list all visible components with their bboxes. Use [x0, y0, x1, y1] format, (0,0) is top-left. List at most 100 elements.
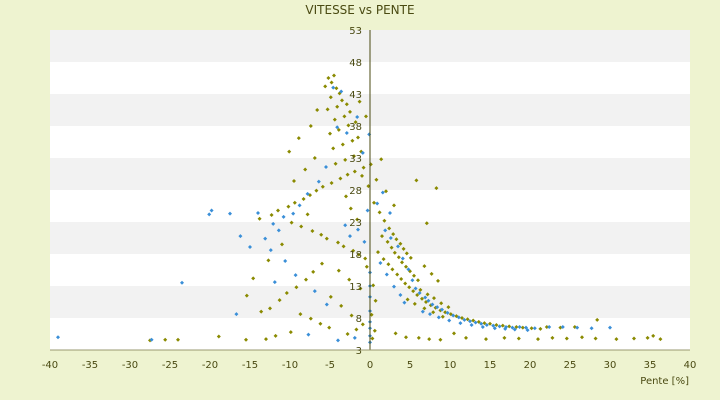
data-point [416, 335, 421, 340]
data-point [614, 337, 619, 342]
data-point [257, 216, 262, 221]
data-point [564, 336, 569, 341]
data-point [324, 236, 329, 241]
x-tick-label: -40 [42, 360, 58, 371]
data-point [560, 324, 565, 329]
data-points [56, 73, 663, 345]
data-point [436, 278, 440, 283]
data-point [440, 307, 444, 312]
data-point [269, 212, 274, 217]
data-point [263, 236, 268, 241]
data-point [272, 280, 277, 285]
data-point [387, 226, 392, 231]
data-point [356, 252, 361, 257]
data-point [316, 179, 321, 184]
data-point [328, 294, 333, 299]
x-tick-label: -20 [202, 360, 218, 371]
data-point [311, 269, 316, 274]
data-point [514, 324, 519, 329]
x-axis-label: Pente [%] [640, 376, 689, 387]
data-point [336, 338, 340, 343]
x-tick-label: 5 [407, 360, 413, 371]
data-point [580, 335, 584, 340]
data-point [320, 261, 324, 266]
data-point [312, 156, 317, 160]
data-point [482, 321, 487, 326]
data-point [431, 310, 436, 315]
y-tick-label: 53 [349, 26, 362, 37]
data-point [396, 255, 401, 260]
data-point [403, 281, 408, 286]
data-point [348, 206, 353, 211]
data-point [294, 285, 299, 290]
data-point [388, 236, 393, 240]
data-point [344, 194, 348, 199]
data-point [417, 291, 422, 296]
data-point [357, 99, 362, 104]
data-point [327, 325, 332, 330]
data-point [420, 309, 425, 314]
data-point [314, 188, 319, 193]
data-point [500, 323, 505, 328]
data-point [268, 306, 272, 311]
data-point [432, 296, 436, 301]
data-point [373, 298, 378, 303]
data-point [251, 276, 256, 281]
data-point [299, 224, 304, 229]
data-point [370, 336, 375, 341]
data-point [319, 232, 324, 237]
data-point [651, 333, 656, 338]
data-point [426, 298, 431, 303]
data-point [329, 80, 334, 85]
x-tick-label: -35 [82, 360, 98, 371]
data-point [248, 244, 252, 249]
data-point [376, 250, 380, 255]
data-point [494, 323, 499, 328]
data-point [362, 239, 367, 244]
data-point [480, 324, 485, 329]
data-point [427, 337, 432, 342]
data-point [524, 325, 528, 330]
data-point [507, 324, 512, 329]
y-tick-label: 43 [349, 90, 362, 101]
data-point [361, 165, 366, 170]
y-tick-label: 13 [349, 282, 362, 293]
data-point [364, 114, 368, 119]
data-point [344, 131, 349, 136]
data-point [520, 325, 525, 330]
tick-labels: -40 -35 -30 -25 -20 -15 -10 -5 0 5 10 15 20 25 30 35 40 3… [42, 26, 697, 371]
data-point [342, 114, 347, 119]
data-point [340, 142, 345, 147]
data-point [391, 232, 396, 237]
data-point [234, 312, 239, 317]
x-tick-label: 15 [484, 360, 497, 371]
data-point [398, 292, 403, 297]
data-point [324, 164, 328, 169]
data-point [608, 325, 612, 330]
data-point [356, 227, 360, 232]
data-point [346, 123, 351, 128]
x-tick-label: -5 [325, 360, 335, 371]
data-point [396, 244, 400, 249]
data-point [320, 184, 325, 189]
data-point [336, 240, 340, 245]
data-point [334, 86, 339, 91]
data-point [428, 312, 432, 317]
data-point [645, 335, 650, 340]
data-point [458, 321, 463, 326]
data-point [423, 295, 428, 300]
data-point [207, 212, 212, 217]
data-point [343, 157, 348, 162]
y-tick-label: 33 [349, 154, 362, 165]
data-point [575, 325, 580, 330]
data-point [335, 104, 340, 109]
data-point [517, 324, 522, 329]
data-point [271, 221, 276, 226]
data-point [372, 200, 376, 205]
data-point [525, 328, 530, 333]
data-point [488, 321, 492, 326]
data-point [465, 317, 470, 322]
data-point [312, 289, 317, 294]
data-point [356, 135, 360, 140]
